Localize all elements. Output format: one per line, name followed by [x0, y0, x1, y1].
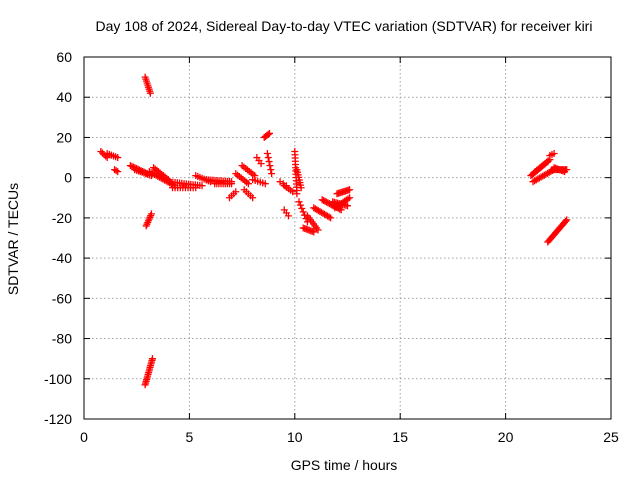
data-point — [114, 168, 122, 176]
data-point — [112, 167, 120, 175]
x-tick-label: 25 — [603, 429, 619, 445]
grid — [84, 57, 611, 419]
data-point — [297, 184, 305, 192]
data-point — [192, 184, 200, 192]
data-point — [244, 180, 252, 188]
data-point — [544, 157, 552, 165]
y-tick-label: 0 — [64, 170, 72, 186]
data-point — [298, 205, 306, 213]
x-axis-label: GPS time / hours — [291, 457, 398, 473]
data-point — [147, 210, 155, 218]
data-point — [550, 150, 558, 158]
y-tick-label: -60 — [52, 290, 72, 306]
data-point — [346, 194, 354, 202]
data-point — [327, 214, 335, 222]
data-point — [149, 355, 157, 363]
data-point — [249, 194, 257, 202]
data-point — [228, 180, 236, 188]
data-point — [264, 130, 272, 138]
data-point — [266, 162, 274, 170]
data-point — [265, 158, 273, 166]
data-point — [325, 213, 333, 221]
x-tick-labels: 0 5 10 15 20 25 — [80, 429, 619, 445]
data-point — [268, 170, 276, 178]
y-axis-label: SDTVAR / TECUs — [5, 183, 21, 295]
data-point — [289, 188, 297, 196]
data-point — [310, 228, 318, 236]
data-point — [562, 217, 570, 225]
data-point — [295, 198, 303, 206]
data-point — [563, 216, 571, 224]
y-tick-label: 40 — [56, 89, 72, 105]
data-point — [198, 182, 206, 190]
x-tick-label: 15 — [392, 429, 408, 445]
y-tick-label: -100 — [44, 371, 72, 387]
data-point — [264, 154, 272, 162]
data-point — [284, 212, 292, 220]
data-point — [346, 186, 354, 194]
y-tick-label: -80 — [52, 331, 72, 347]
x-tick-label: 0 — [80, 429, 88, 445]
data-point — [126, 162, 134, 170]
y-tick-label: -40 — [52, 250, 72, 266]
axis-ticks — [83, 56, 612, 420]
x-tick-label: 5 — [186, 429, 194, 445]
data-point — [146, 89, 154, 97]
data-point — [299, 208, 307, 216]
chart-title: Day 108 of 2024, Sidereal Day-to-day VTE… — [96, 18, 593, 34]
y-tick-labels: 60 40 20 0 -20 -40 -60 -80 -100 -120 — [44, 49, 72, 427]
data-point — [293, 190, 301, 198]
y-tick-label: -120 — [44, 411, 72, 427]
data-point — [344, 195, 352, 203]
data-point — [266, 129, 274, 137]
data-point — [163, 174, 171, 182]
data-points — [97, 73, 571, 389]
y-tick-label: 20 — [56, 129, 72, 145]
y-tick-label: 60 — [56, 49, 72, 65]
data-point — [257, 160, 265, 168]
data-point — [114, 154, 122, 162]
plot-frame — [83, 56, 612, 420]
data-point — [314, 226, 322, 234]
data-point — [263, 150, 271, 158]
data-point — [344, 202, 351, 210]
data-point — [267, 166, 275, 174]
data-point — [232, 188, 240, 196]
data-point — [296, 201, 304, 209]
data-point — [261, 180, 269, 188]
y-tick-label: -20 — [52, 210, 72, 226]
x-tick-label: 20 — [498, 429, 514, 445]
data-point — [97, 148, 105, 156]
data-point — [561, 168, 569, 176]
x-tick-label: 10 — [287, 429, 303, 445]
